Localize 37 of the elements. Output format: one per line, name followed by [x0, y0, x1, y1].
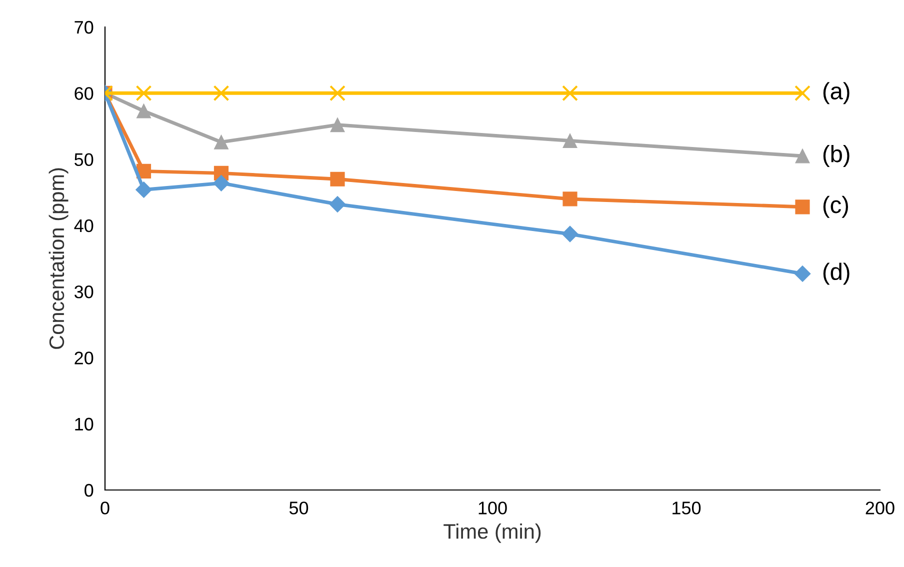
y-tick-label: 60: [74, 87, 94, 100]
series-label: (d): [823, 262, 850, 285]
y-tick-label: 70: [74, 20, 94, 34]
point: [329, 196, 346, 212]
y-axis-title: Concentation (ppm): [48, 168, 68, 349]
x-tick-label: 0: [100, 502, 110, 514]
x-tick-label: 50: [289, 502, 308, 514]
point: [330, 85, 346, 102]
point: [136, 182, 152, 198]
series-label: (c): [823, 196, 848, 218]
point: [562, 133, 578, 148]
series-label: (b): [823, 144, 850, 167]
point: [136, 104, 152, 118]
y-tick-label: 10: [75, 418, 94, 431]
point: [330, 118, 345, 132]
point: [795, 200, 810, 214]
point: [794, 266, 811, 282]
point: [795, 148, 810, 164]
x-tick-label: 100: [478, 502, 507, 514]
point: [136, 85, 152, 102]
point: [213, 85, 230, 102]
series-label: (a): [823, 82, 850, 104]
x-tick-label: 200: [866, 502, 894, 514]
point: [214, 134, 229, 150]
y-tick-label: 0: [84, 484, 94, 497]
y-tick-label: 50: [74, 153, 94, 166]
y-tick-label: 30: [74, 286, 94, 298]
x-tick-label: 150: [672, 502, 701, 514]
y-tick-label: 20: [74, 352, 94, 364]
point: [562, 226, 578, 242]
y-tick-label: 40: [74, 219, 94, 232]
point: [562, 85, 578, 102]
point: [562, 192, 578, 206]
point: [330, 172, 345, 186]
point: [794, 85, 810, 102]
point: [213, 174, 230, 192]
x-axis-title: Time (min): [444, 524, 541, 543]
